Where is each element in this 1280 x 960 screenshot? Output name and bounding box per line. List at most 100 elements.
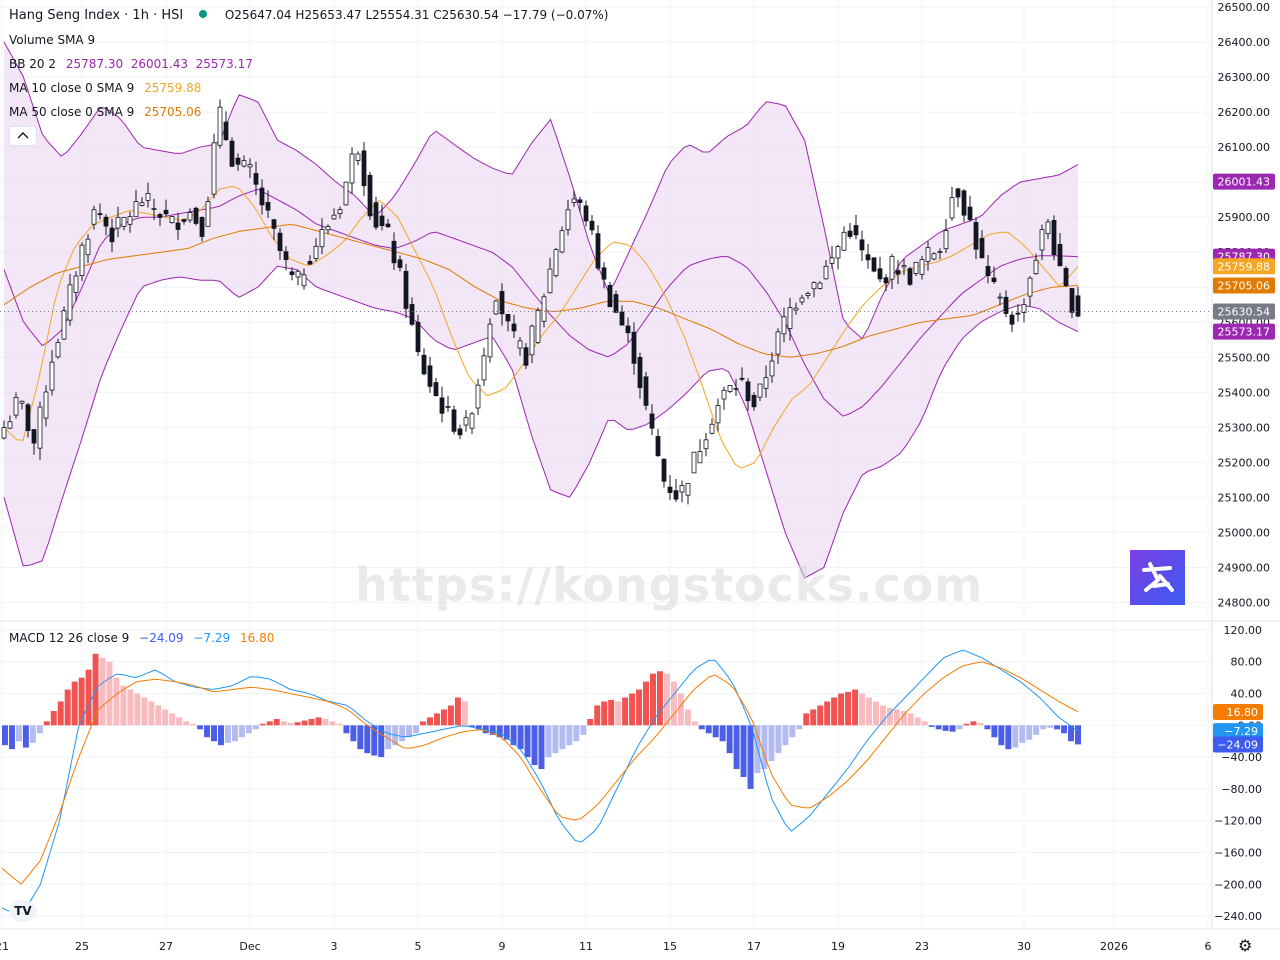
- legend-collapse-button[interactable]: [9, 126, 37, 146]
- candle-body: [43, 391, 49, 419]
- price-tick-label: 25400.00: [1218, 386, 1271, 399]
- macd-hist-bar: [371, 725, 378, 756]
- macd-hist-bar: [866, 697, 872, 726]
- candle-body: [583, 205, 589, 222]
- candle-body: [301, 274, 307, 287]
- price-tick-label: 25000.00: [1218, 526, 1271, 539]
- brand-glyph-icon: [1142, 562, 1174, 592]
- macd-hist-bar: [308, 718, 315, 726]
- macd-hist-bar: [15, 725, 22, 742]
- macd-hist-bar: [224, 725, 231, 743]
- macd-hist-bar: [482, 725, 489, 734]
- candle-body: [1009, 314, 1015, 325]
- macd-hist-bar: [677, 693, 684, 726]
- candle-body: [925, 247, 931, 262]
- macd-hist-bar: [970, 721, 977, 726]
- candle-body: [289, 271, 295, 275]
- candle-body: [979, 238, 985, 259]
- candle-body: [445, 406, 451, 408]
- candle-body: [397, 259, 403, 268]
- time-tick-label: 5: [415, 940, 422, 953]
- macd-hist-bar: [141, 697, 148, 726]
- legend-volume[interactable]: Volume SMA 9: [9, 33, 101, 47]
- candle-body: [391, 240, 397, 264]
- time-tick-label: 23: [915, 940, 929, 953]
- candle-body: [493, 300, 499, 315]
- candle-body: [259, 187, 265, 206]
- macd-value-3: 16.80: [240, 631, 275, 645]
- candle-body: [787, 307, 793, 329]
- candle-body: [997, 296, 1003, 299]
- candle-body: [703, 439, 709, 450]
- macd-tag-label: 16.80: [1227, 706, 1259, 719]
- macd-hist-bar: [733, 725, 740, 770]
- candle-body: [277, 232, 283, 251]
- tradingview-logo-icon[interactable]: TV: [9, 900, 37, 922]
- candle-body: [145, 193, 151, 201]
- candle-body: [595, 233, 601, 269]
- candle-body: [757, 383, 763, 398]
- candle-body: [457, 428, 463, 436]
- gear-icon[interactable]: ⚙: [1238, 936, 1253, 955]
- macd-value-2: −7.29: [193, 631, 231, 645]
- macd-hist-bar: [852, 689, 859, 726]
- symbol-title[interactable]: Hang Seng Index · 1h · HSI: [9, 8, 184, 23]
- macd-hist-bar: [461, 701, 468, 726]
- candle-body: [709, 423, 715, 434]
- candle-body: [1057, 244, 1063, 267]
- candle-body: [235, 157, 241, 165]
- macd-hist-bar: [949, 725, 956, 732]
- macd-hist-bar: [85, 669, 92, 726]
- price-tag-label: 26001.43: [1218, 176, 1271, 189]
- macd-hist-bar: [218, 725, 224, 746]
- candle-body: [181, 219, 187, 222]
- macd-hist-bar: [914, 717, 921, 726]
- macd-hist-bar: [169, 713, 176, 726]
- macd-hist-bar: [176, 717, 183, 726]
- candle-body: [49, 361, 55, 391]
- legend-macd[interactable]: MACD 12 26 close 9 −24.09 −7.29 16.80: [9, 631, 280, 645]
- candle-body: [25, 404, 31, 431]
- macd-hist-bar: [329, 721, 336, 726]
- candle-body: [187, 212, 193, 221]
- watermark-text: https://kongstocks.com: [355, 558, 984, 612]
- candle-body: [295, 270, 301, 278]
- candle-body: [211, 142, 217, 195]
- candle-body: [943, 230, 949, 250]
- legend-ma50[interactable]: MA 50 close 0 SMA 9 25705.06: [9, 105, 207, 119]
- macd-hist-bar: [336, 723, 343, 726]
- candle-body: [229, 140, 235, 167]
- candle-body: [643, 376, 649, 406]
- candle-body: [913, 261, 919, 274]
- macd-hist-bar: [824, 701, 831, 726]
- macd-hist-bar: [475, 725, 482, 730]
- candle-body: [103, 216, 109, 227]
- candle-body: [13, 397, 19, 416]
- macd-hist-bar: [92, 653, 99, 726]
- candle-body: [193, 207, 199, 224]
- candle-body: [919, 259, 925, 275]
- candle-body: [991, 277, 997, 283]
- price-tick-label: 25900.00: [1218, 211, 1271, 224]
- candle-body: [139, 202, 145, 206]
- legend-ma10[interactable]: MA 10 close 0 SMA 9 25759.88: [9, 81, 207, 95]
- brand-logo: [1130, 550, 1185, 605]
- candle-body: [937, 251, 943, 253]
- macd-hist-bar: [64, 689, 71, 726]
- candle-body: [529, 325, 535, 356]
- candle-body: [247, 164, 253, 168]
- macd-hist-bar: [162, 709, 169, 726]
- time-tick-label: 19: [831, 940, 845, 953]
- bb-values: 25787.30 26001.43 25573.17: [65, 57, 253, 71]
- price-tick-label: 26300.00: [1218, 71, 1271, 84]
- candle-body: [739, 377, 745, 380]
- price-tick-label: 25300.00: [1218, 421, 1271, 434]
- grid-lines: [0, 0, 1212, 928]
- macd-hist-bar: [287, 722, 294, 726]
- macd-hist-bar: [1012, 725, 1019, 748]
- price-tick-label: 26200.00: [1218, 106, 1271, 119]
- legend-bb[interactable]: BB 20 2 25787.30 26001.43 25573.17: [9, 57, 259, 71]
- macd-hist-bar: [434, 713, 440, 726]
- macd-hist-bar: [1075, 725, 1081, 745]
